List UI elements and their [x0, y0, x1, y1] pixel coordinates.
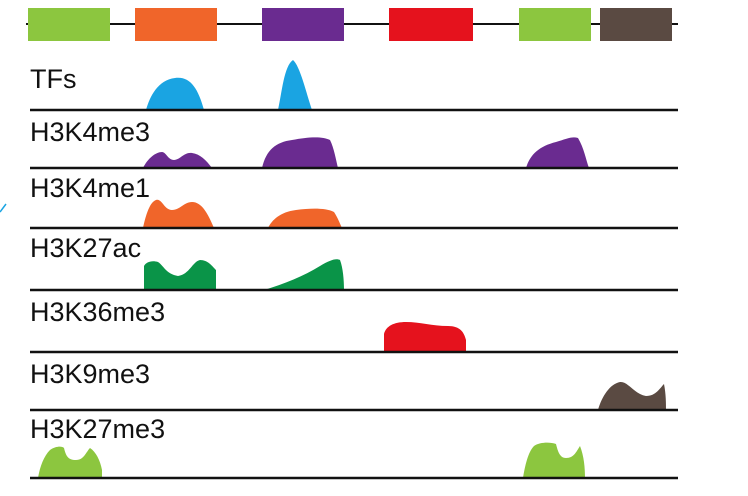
- genome-block-2: [135, 8, 217, 41]
- track-label-h3k4me3: H3K4me3: [30, 117, 150, 147]
- h3k36me3-peak-1: [384, 322, 466, 352]
- h3k4me3-peak-3: [526, 137, 589, 168]
- tfs-peak-1: [146, 77, 204, 110]
- h3k4me1-peak-2: [268, 208, 342, 228]
- track-label-h3k4me1: H3K4me1: [30, 173, 150, 203]
- track-label-h3k9me3: H3K9me3: [30, 359, 150, 389]
- genome-block-4: [389, 8, 473, 41]
- h3k27me3-peak-2: [523, 442, 585, 478]
- h3k4me3-peak-2: [262, 137, 338, 168]
- edge-mark: [0, 203, 7, 213]
- track-label-h3k27ac: H3K27ac: [30, 233, 141, 263]
- h3k9me3-peak-1: [598, 381, 666, 410]
- h3k27ac-peak-2: [264, 259, 344, 290]
- tfs-peak-2: [278, 60, 312, 110]
- h3k4me3-peak-1: [143, 152, 212, 168]
- h3k27me3-peak-1: [38, 446, 102, 478]
- track-label-h3k36me3: H3K36me3: [30, 297, 165, 327]
- genome-block-3: [262, 8, 344, 41]
- h3k27ac-peak-1: [144, 260, 216, 290]
- genome-block-6: [600, 8, 672, 41]
- genome-block-5: [519, 8, 591, 41]
- track-label-h3k27me3: H3K27me3: [30, 414, 165, 444]
- h3k4me1-peak-1: [143, 199, 214, 228]
- genome-block-1: [28, 8, 110, 41]
- track-label-tfs: TFs: [30, 64, 77, 94]
